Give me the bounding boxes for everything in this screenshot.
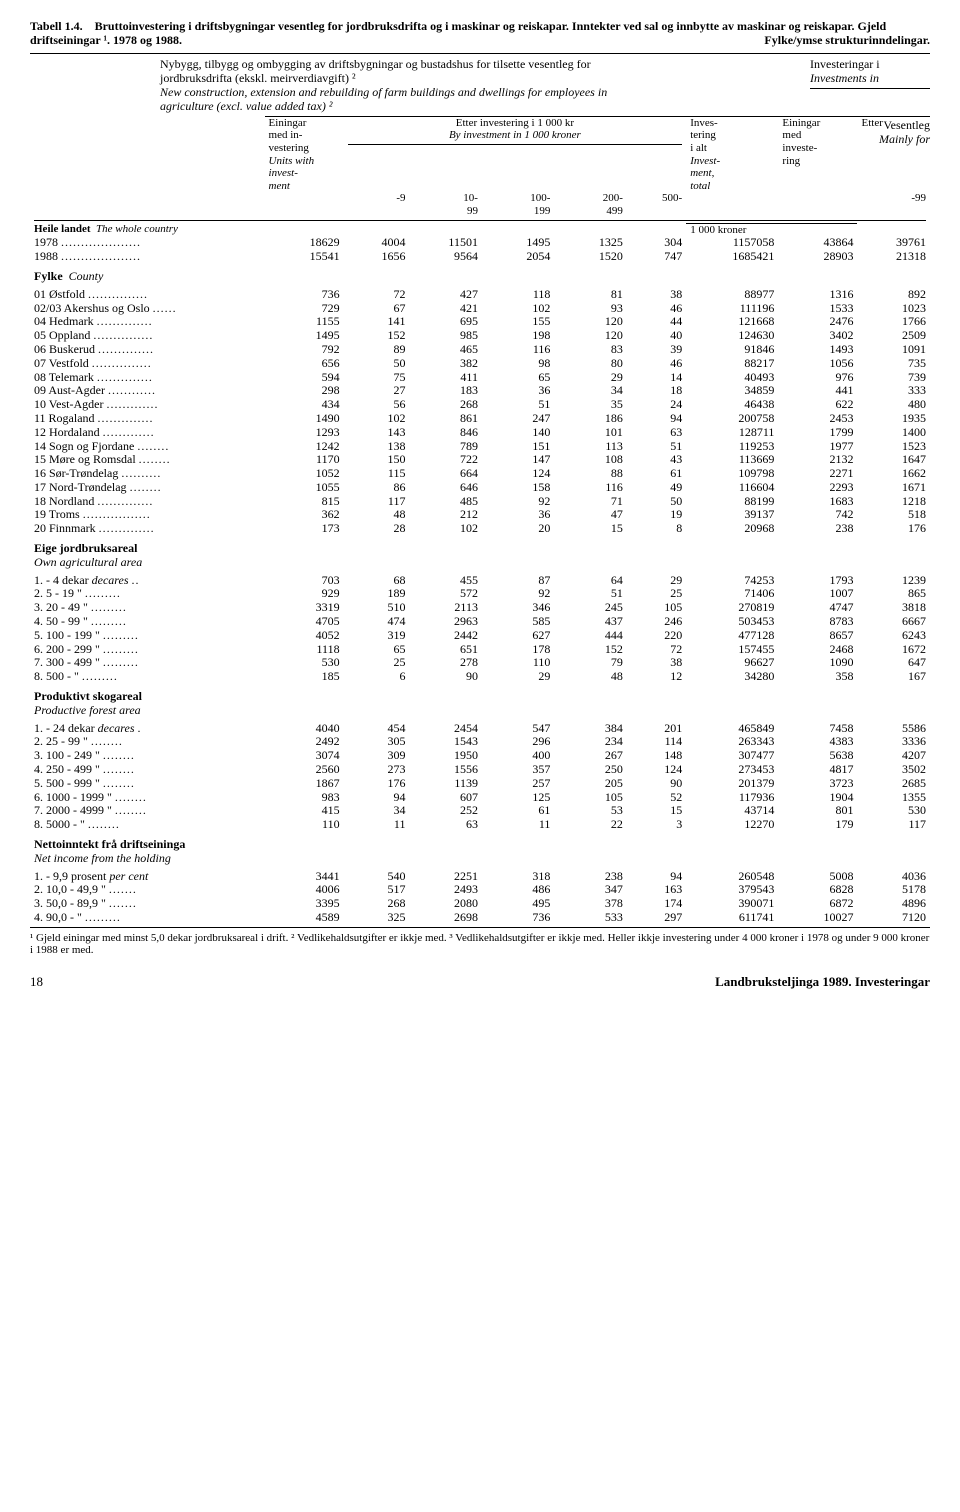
- sec-county-en: County: [69, 269, 104, 283]
- table-row: 2. 10,0 - 49,9 " .......4006517249348634…: [30, 883, 930, 897]
- table-row: 16 Sør-Trøndelag ..........1052115664124…: [30, 467, 930, 481]
- table-row: 4. 50 - 99 " .........470547429635854372…: [30, 615, 930, 629]
- table-row: 6. 200 - 299 " .........1118656511781527…: [30, 643, 930, 657]
- footnote: ¹ Gjeld einingar med minst 5,0 dekar jor…: [30, 932, 930, 957]
- c-m99: -99: [857, 192, 930, 217]
- table-row: 07 Vestfold ...............6565038298804…: [30, 357, 930, 371]
- table-row: 17 Nord-Trøndelag ........10558664615811…: [30, 481, 930, 495]
- data-table: Einingarmed in-vestering Units withinves…: [30, 116, 930, 925]
- table-row: 1. - 4 dekar decares ..70368455876429742…: [30, 574, 930, 588]
- table-row: 2. 5 - 19 " .........9291895729251257140…: [30, 587, 930, 601]
- table-row: 04 Hedmark ..............115514169515512…: [30, 315, 930, 329]
- table-row: 15 Møre og Romsdal ........1170150722147…: [30, 453, 930, 467]
- table-row: 3. 100 - 249 " ........30743091950400267…: [30, 749, 930, 763]
- header-desc-no: Nybygg, tilbygg og ombygging av driftsby…: [160, 57, 591, 85]
- sec-eige-en: Own agricultural area: [34, 555, 142, 569]
- sec-county: Fylke: [34, 269, 63, 283]
- invest-no: Investeringar i: [810, 57, 880, 71]
- table-row: 4. 250 - 499 " ........25602731556357250…: [30, 763, 930, 777]
- table-row: 06 Buskerud ..............79289465116833…: [30, 343, 930, 357]
- table-row: 7. 2000 - 4999 " ........415342526153154…: [30, 804, 930, 818]
- mainly: Mainly for: [879, 132, 930, 146]
- table-row: 12 Hordaland .............12931438461401…: [30, 426, 930, 440]
- table-row: 1978 ....................186294004115011…: [30, 236, 930, 250]
- table-row: 08 Telemark ..............59475411652914…: [30, 371, 930, 385]
- table-row: 8. 500 - " .........18569029481234280358…: [30, 670, 930, 684]
- table-row: 01 Østfold ...............73672427118813…: [30, 288, 930, 302]
- table-row: 4. 90,0 - " .........4589325269873653329…: [30, 911, 930, 925]
- table-row: 2. 25 - 99 " ........2492305154329623411…: [30, 735, 930, 749]
- table-row: 05 Oppland ...............14951529851981…: [30, 329, 930, 343]
- table-row: 5. 100 - 199 " .........4052319244262744…: [30, 629, 930, 643]
- sec-whole-en: The whole country: [96, 223, 178, 235]
- table-row: 1. - 9,9 prosent per cent 34415402251318…: [30, 870, 930, 884]
- vesentleg: Vesentleg: [883, 118, 930, 132]
- c-9: -9: [344, 192, 410, 217]
- table-row: 11 Rogaland ..............14901028612471…: [30, 412, 930, 426]
- sec-whole: Heile landet: [34, 223, 91, 235]
- c-500: 500-: [627, 192, 686, 217]
- table-title: Tabell 1.4. Bruttoinvestering i driftsby…: [30, 20, 930, 47]
- table-row: 8. 5000 - " ........11011631122312270179…: [30, 818, 930, 832]
- sec-skog: Produktivt skogareal: [34, 689, 142, 703]
- page-number: 18: [30, 975, 43, 990]
- title-label: Tabell 1.4.: [30, 19, 83, 33]
- table-row: 18 Nordland ..............81511748592715…: [30, 495, 930, 509]
- table-row: 7. 300 - 499 " .........5302527811079389…: [30, 656, 930, 670]
- table-row: 20 Finnmark ..............17328102201582…: [30, 522, 930, 536]
- table-row: 10 Vest-Agder .............4345626851352…: [30, 398, 930, 412]
- header-desc-en: New construction, extension and rebuildi…: [160, 85, 607, 113]
- table-row: 5. 500 - 999 " ........18671761139257205…: [30, 777, 930, 791]
- col-etter: Etter investering i 1 000 kr: [456, 117, 574, 129]
- table-row: 3. 50,0 - 89,9 " .......3395268208049537…: [30, 897, 930, 911]
- invest-en: Investments in: [810, 71, 879, 85]
- page-footer: 18 Landbruksteljinga 1989. Investeringar: [30, 975, 930, 990]
- table-row: 1988 ....................155411656956420…: [30, 250, 930, 264]
- sec-skog-en: Productive forest area: [34, 703, 141, 717]
- table-row: 3. 20 - 49 " .........331951021133462451…: [30, 601, 930, 615]
- table-row: 02/03 Akershus og Oslo ......72967421102…: [30, 302, 930, 316]
- table-row: 19 Troms .................36248212364719…: [30, 508, 930, 522]
- table-row: 6. 1000 - 1999 " ........983946071251055…: [30, 791, 930, 805]
- table-row: 09 Aust-Agder ............29827183363418…: [30, 384, 930, 398]
- table-row: 1. - 24 dekar decares .40404542454547384…: [30, 722, 930, 736]
- col-by: By investment in 1 000 kroner: [449, 129, 581, 141]
- sec-netto-en: Net income from the holding: [34, 851, 171, 865]
- table-row: 14 Sogn og Fjordane ........124213878915…: [30, 440, 930, 454]
- page-source: Landbruksteljinga 1989. Investeringar: [715, 975, 930, 990]
- sec-eige: Eige jordbruksareal: [34, 541, 137, 555]
- sec-netto: Nettoinntekt frå driftseininga: [34, 837, 185, 851]
- header-desc-block: Nybygg, tilbygg og ombygging av driftsby…: [160, 58, 930, 113]
